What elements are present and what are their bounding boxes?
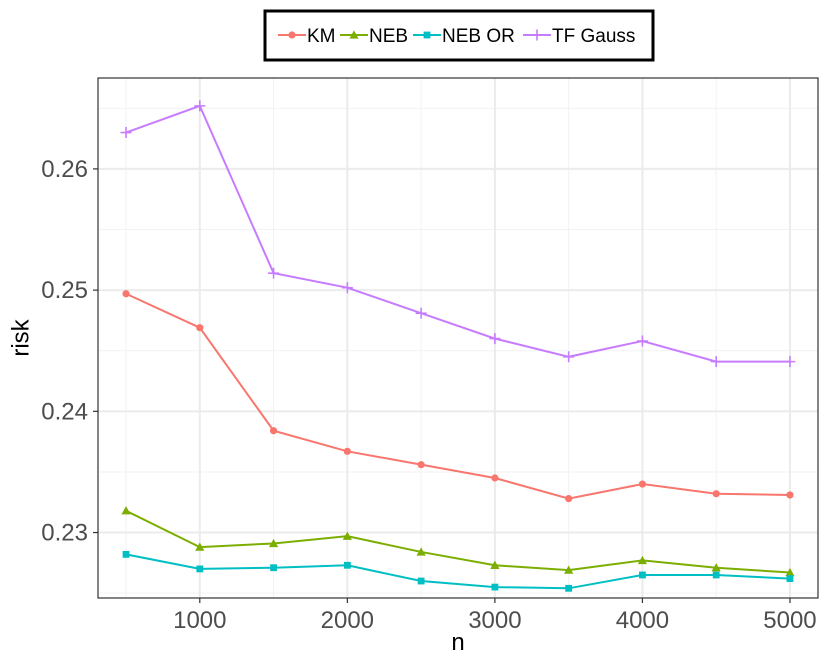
data-point-tf-gauss [710, 356, 722, 368]
data-point-km [712, 490, 720, 498]
plot-panel [98, 78, 818, 598]
legend-item-km: KM [278, 26, 336, 47]
data-point-km [565, 495, 573, 503]
legend-item-neb: NEB [340, 26, 408, 47]
y-tick-label: 0.26 [41, 156, 88, 183]
y-axis-title: risk [7, 318, 34, 356]
series-tf-gauss [120, 100, 796, 368]
legend-item-tf-gauss: TF Gauss [523, 26, 635, 47]
series-neb [121, 506, 795, 577]
data-point-km [491, 474, 499, 482]
data-point-neb [195, 542, 205, 551]
data-point-neb [711, 563, 721, 572]
x-tick-label: 5000 [763, 607, 816, 634]
legend-label-neb: NEB [369, 26, 408, 47]
data-point-neb [564, 565, 574, 574]
y-tick-label: 0.23 [41, 520, 88, 547]
data-point-km [269, 427, 278, 435]
series-line-neb-or [125, 553, 791, 590]
series-layer [120, 100, 796, 592]
legend-label-km: KM [307, 26, 336, 47]
data-point-neb [268, 538, 279, 548]
legend-key-marker [423, 31, 431, 39]
x-tick-label: 1000 [173, 607, 226, 634]
data-point-neb [785, 567, 795, 577]
gridlines [98, 78, 818, 598]
data-point-neb-or [196, 565, 204, 573]
data-point-tf-gauss [194, 100, 206, 112]
series-km [122, 290, 794, 503]
legend-key-marker [531, 29, 543, 41]
data-point-tf-gauss [415, 307, 427, 319]
data-point-neb-or [343, 561, 351, 569]
series-line-km [125, 292, 790, 500]
data-point-tf-gauss [636, 335, 648, 347]
legend-label-tf-gauss: TF Gauss [552, 26, 635, 47]
data-point-tf-gauss [341, 282, 353, 294]
data-point-neb [416, 547, 426, 556]
legend-key-marker [349, 30, 359, 39]
data-point-km [638, 480, 647, 488]
x-axis-title: n [451, 629, 464, 656]
data-point-km [122, 290, 130, 298]
legend-label-neb-or: NEB OR [442, 26, 515, 47]
data-point-neb-or [639, 571, 646, 579]
data-point-neb-or [417, 577, 425, 585]
legend: KM NEB NEB OR TF Gauss [263, 9, 655, 62]
data-point-km [417, 461, 425, 469]
data-point-tf-gauss [120, 127, 132, 139]
data-point-tf-gauss [268, 267, 280, 279]
data-point-tf-gauss [489, 333, 501, 345]
x-tick-label: 2000 [321, 607, 374, 634]
data-point-neb [637, 555, 648, 565]
y-tick-label: 0.24 [41, 398, 88, 425]
data-point-neb-or [786, 575, 794, 583]
series-line-tf-gauss [125, 104, 790, 363]
data-point-neb [342, 531, 352, 540]
plot-border [97, 77, 819, 599]
axis-ticks: 1000 2000 3000 4000 5000 0.23 0.24 0.25 0.26 [41, 156, 816, 634]
legend-item-neb-or: NEB OR [413, 26, 515, 47]
y-tick-label: 0.25 [41, 277, 88, 304]
series-line-neb [125, 509, 791, 574]
data-point-km [786, 491, 794, 499]
data-point-neb [490, 560, 500, 569]
x-tick-label: 4000 [616, 607, 669, 634]
legend-key-marker [288, 31, 296, 39]
x-tick-label: 3000 [468, 607, 521, 634]
series-neb-or [122, 550, 794, 592]
data-point-tf-gauss [784, 356, 796, 368]
data-point-neb-or [712, 571, 720, 579]
data-point-neb-or [491, 583, 499, 591]
data-point-neb [121, 506, 131, 515]
data-point-neb-or [565, 584, 573, 592]
data-point-neb-or [122, 550, 130, 558]
data-point-tf-gauss [563, 351, 575, 363]
legend-box [263, 9, 655, 62]
data-point-km [343, 447, 351, 455]
data-point-km [196, 324, 204, 332]
data-point-neb-or [270, 564, 277, 572]
